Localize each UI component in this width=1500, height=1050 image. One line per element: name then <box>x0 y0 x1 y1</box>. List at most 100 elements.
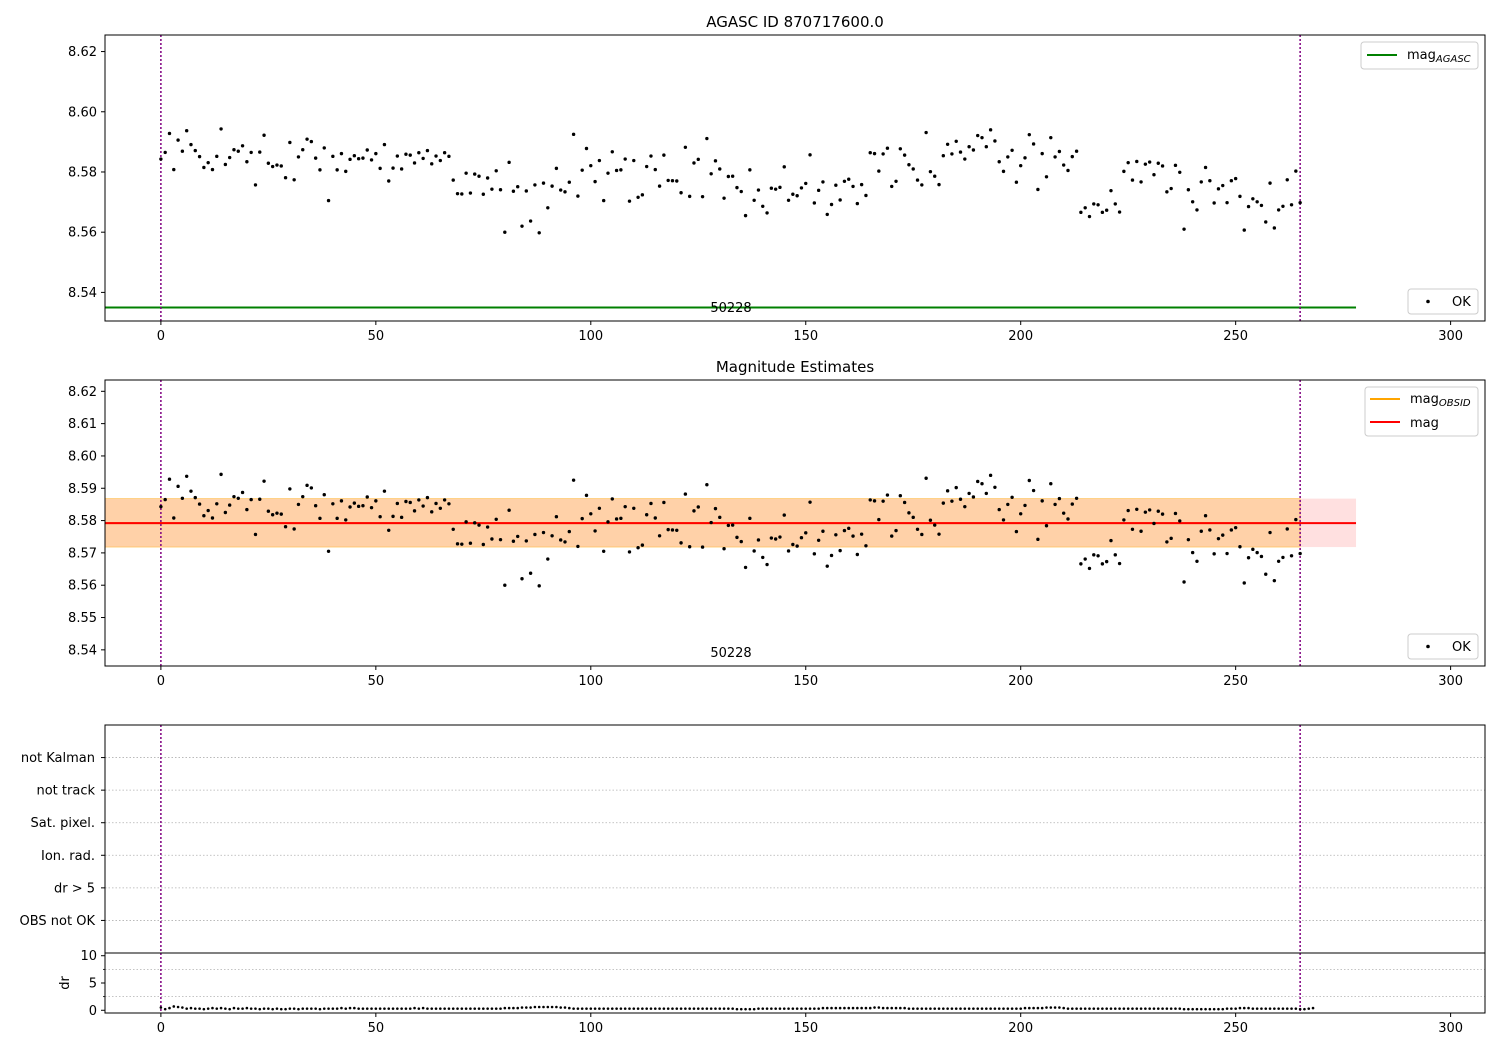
data-point <box>356 504 361 509</box>
data-point <box>816 188 821 193</box>
data-point <box>1105 1007 1108 1010</box>
data-point <box>735 535 739 540</box>
data-point <box>301 1007 305 1010</box>
data-point <box>387 179 391 183</box>
panel-title: AGASC ID 870717600.0 <box>706 13 884 31</box>
data-point <box>571 478 576 482</box>
data-point <box>791 542 795 547</box>
data-point <box>206 1007 210 1010</box>
data-point <box>184 129 189 133</box>
data-point <box>1156 161 1160 165</box>
data-point <box>374 499 378 503</box>
data-point <box>1182 227 1186 231</box>
data-point <box>1061 511 1066 515</box>
data-point <box>773 537 778 541</box>
data-point <box>1118 1007 1121 1010</box>
data-point <box>752 549 756 553</box>
data-point <box>614 168 619 173</box>
data-point <box>718 515 722 520</box>
data-point <box>855 552 860 557</box>
data-point <box>181 1006 184 1009</box>
data-point <box>550 534 554 538</box>
lines-layer <box>105 380 1357 666</box>
data-point <box>275 511 279 515</box>
data-point <box>571 132 576 137</box>
data-point <box>193 1007 197 1010</box>
x-tick-label: 150 <box>793 329 818 344</box>
data-point <box>770 1007 773 1010</box>
data-point <box>1225 1007 1229 1010</box>
data-point <box>215 502 219 506</box>
data-point <box>1276 208 1281 212</box>
data-point <box>881 152 885 156</box>
data-point <box>546 1005 550 1009</box>
data-point <box>1045 1006 1048 1009</box>
data-point <box>898 493 903 498</box>
data-point <box>442 498 447 502</box>
plot-area <box>105 725 1485 953</box>
data-point <box>1246 556 1251 560</box>
data-point <box>1251 1007 1255 1010</box>
data-point <box>589 163 593 168</box>
data-point <box>1242 228 1246 232</box>
data-point <box>383 1007 386 1010</box>
data-point <box>421 504 425 508</box>
data-point <box>503 1006 507 1010</box>
data-point <box>787 1007 790 1010</box>
data-point <box>782 513 786 517</box>
data-point <box>800 1007 803 1010</box>
data-point <box>348 157 352 162</box>
data-point <box>270 513 275 517</box>
data-point <box>615 1007 618 1010</box>
data-point <box>700 545 705 549</box>
data-point <box>198 1007 201 1010</box>
data-point <box>1221 1007 1225 1011</box>
data-point <box>627 199 632 203</box>
data-point <box>378 1007 382 1010</box>
data-point <box>172 1005 176 1008</box>
data-point <box>335 516 339 521</box>
data-point <box>1195 559 1199 563</box>
data-point <box>877 169 881 173</box>
data-point <box>473 521 477 525</box>
data-point <box>344 1007 348 1010</box>
y-tick-label: 8.56 <box>68 226 97 241</box>
data-point <box>1049 1006 1053 1009</box>
data-point <box>752 1007 756 1011</box>
data-point <box>1233 525 1238 530</box>
lines-layer <box>105 35 1357 321</box>
data-point <box>215 154 219 159</box>
legend-swatch-ok <box>1426 644 1430 649</box>
data-point <box>1061 163 1066 167</box>
data-point <box>1255 200 1259 204</box>
data-point <box>1229 179 1234 183</box>
data-point <box>976 133 980 138</box>
plot-area <box>105 953 1485 1013</box>
data-point <box>997 507 1001 512</box>
data-point <box>1148 1007 1151 1010</box>
data-point <box>834 183 838 187</box>
data-point <box>1053 502 1057 507</box>
data-point <box>1307 1007 1311 1010</box>
data-point <box>1221 533 1225 537</box>
data-point <box>1173 511 1178 516</box>
data-point <box>284 1007 287 1011</box>
data-point <box>455 542 460 546</box>
data-point <box>705 1007 709 1010</box>
data-point <box>417 1007 421 1010</box>
data-point <box>928 518 933 522</box>
data-point <box>804 531 808 535</box>
data-point <box>847 1006 851 1010</box>
data-point <box>1195 208 1199 212</box>
data-point <box>412 509 417 513</box>
data-point <box>679 191 683 195</box>
data-point <box>498 537 503 542</box>
data-point <box>1208 528 1212 532</box>
data-point <box>641 1007 644 1010</box>
data-point <box>675 179 679 183</box>
data-point <box>1130 178 1135 182</box>
x-tick-label: 0 <box>157 329 165 344</box>
data-point <box>614 517 619 521</box>
data-point <box>309 486 314 490</box>
x-tick-label: 50 <box>368 1021 385 1036</box>
